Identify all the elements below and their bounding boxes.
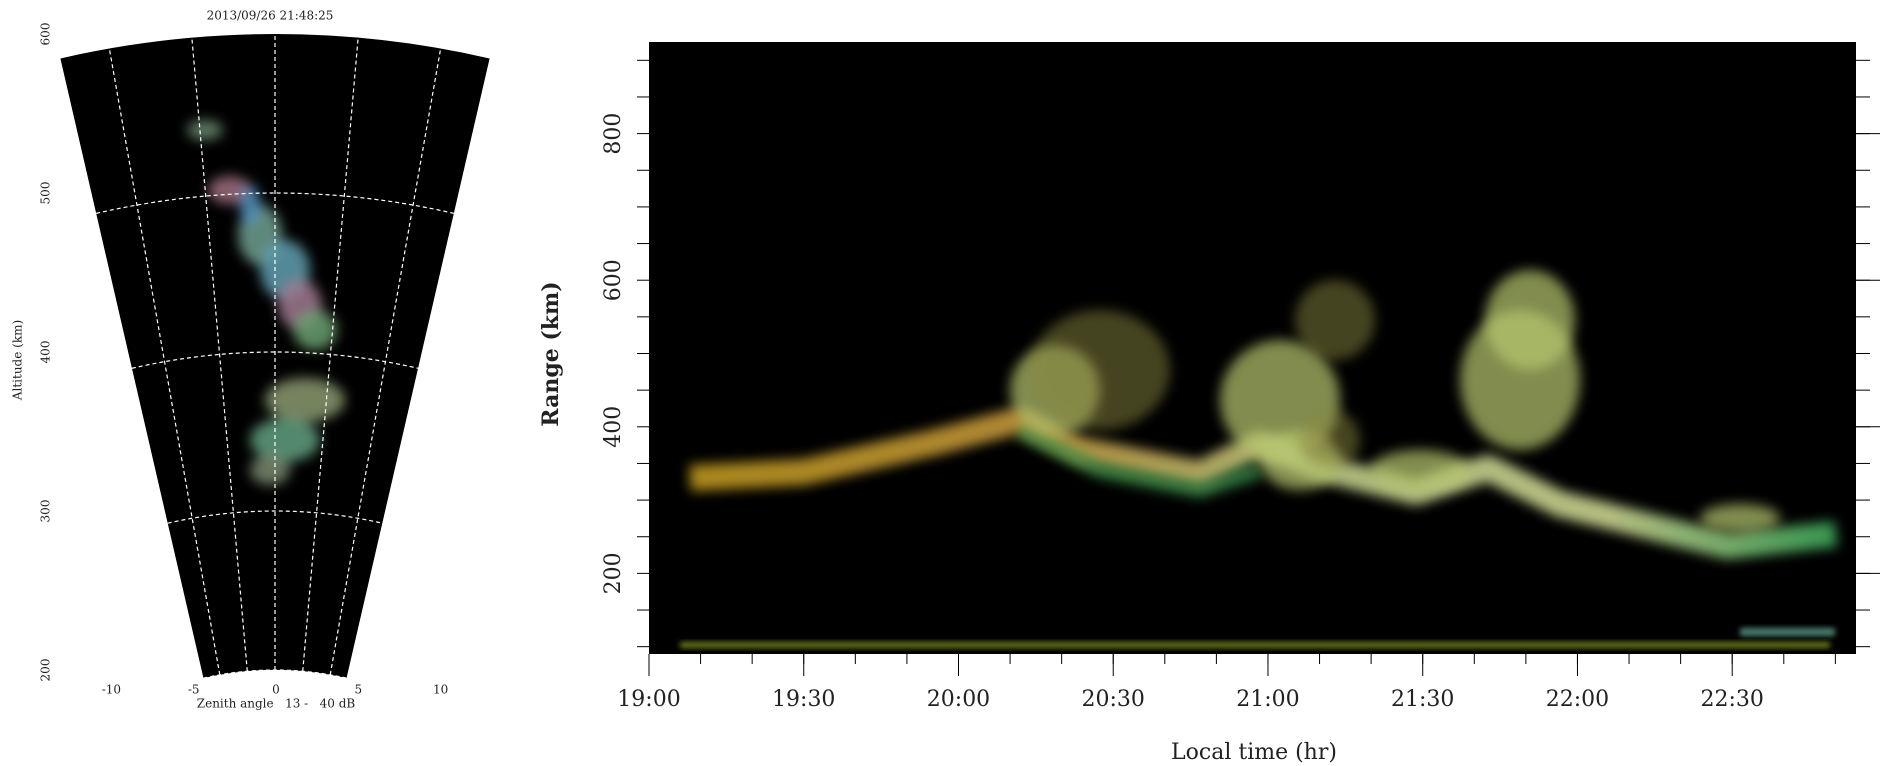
y-tick-label: 600 — [601, 259, 626, 301]
grid-line — [329, 48, 442, 675]
y-tick-label: 200 — [39, 659, 53, 682]
echo — [250, 455, 290, 485]
echo — [187, 120, 223, 140]
grid-line — [302, 37, 359, 672]
echo — [1485, 270, 1575, 370]
x-tick-label: 10 — [433, 683, 448, 697]
echo — [1030, 310, 1170, 430]
echo — [293, 310, 337, 350]
chart-title: 2013/09/26 21:48:25 — [207, 9, 334, 23]
grid-arc — [131, 351, 419, 369]
x-tick-label: 20:00 — [927, 687, 990, 712]
fan-background — [60, 34, 490, 679]
x-tick-label: 22:30 — [1701, 687, 1764, 712]
grid-line — [191, 37, 248, 672]
grid-arc — [96, 192, 454, 214]
y-tick-label: 400 — [601, 406, 626, 448]
y-axis-label: Altitude (km) — [11, 320, 25, 401]
echo — [1300, 410, 1360, 470]
echo — [250, 418, 320, 462]
x-axis-label: Zenith angle 13 - 40 dB — [197, 697, 356, 711]
y-tick-label: 300 — [39, 500, 53, 523]
x-tick-label: 20:30 — [1082, 687, 1145, 712]
echo — [1740, 628, 1835, 636]
y-tick-label: 600 — [39, 23, 53, 46]
grid-arc — [167, 510, 383, 524]
echo — [187, 120, 345, 485]
x-tick-label: 22:00 — [1546, 687, 1609, 712]
x-tick-label: 5 — [354, 683, 362, 697]
x-tick-label: 19:00 — [617, 687, 680, 712]
echo — [1370, 450, 1470, 490]
x-tick-label: -5 — [188, 683, 200, 697]
y-tick-label: 500 — [39, 182, 53, 205]
x-tick-label: 19:30 — [772, 687, 835, 712]
grid-line — [108, 48, 221, 675]
y-tick-label: 800 — [601, 113, 626, 155]
y-tick-label: 200 — [601, 552, 626, 594]
y-tick-label: 400 — [39, 341, 53, 364]
x-tick-label: 0 — [272, 683, 280, 697]
echo — [680, 270, 1838, 648]
echo — [265, 378, 345, 422]
echo — [1016, 422, 1263, 499]
x-tick-label: 21:00 — [1236, 687, 1299, 712]
rti-panel: 200 400 600 800 19:00 19:30 20:00 20:30 21:00 21:… — [538, 42, 1880, 765]
x-axis-label: Local time (hr) — [1171, 740, 1337, 765]
x-tick-label: -10 — [102, 683, 121, 697]
echo — [240, 185, 260, 225]
echo — [680, 642, 1830, 648]
x-tick-label: 21:30 — [1391, 687, 1454, 712]
echo — [1295, 280, 1375, 360]
y-axis-label: Range (km) — [538, 281, 564, 426]
echo — [1700, 504, 1780, 532]
fan-panel: 200 300 400 500 600 -10 -5 0 5 10 2013/09/26 21:48… — [11, 9, 490, 711]
